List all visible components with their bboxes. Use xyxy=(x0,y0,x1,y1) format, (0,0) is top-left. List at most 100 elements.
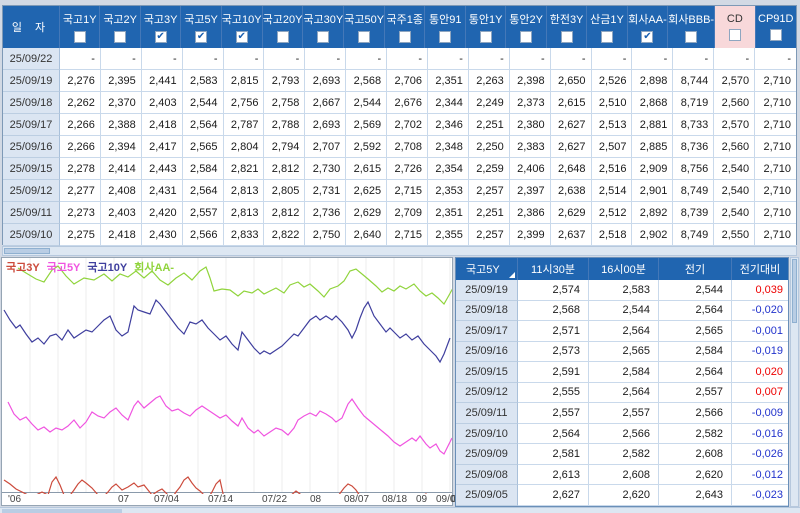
vscrollbar-thumb[interactable] xyxy=(792,259,797,323)
rate-cell: 2,544 xyxy=(346,92,388,114)
rate-cell: 2,693 xyxy=(305,70,347,92)
rate-cell: 2,564 xyxy=(182,114,224,136)
rate-cell: 2,403 xyxy=(141,92,183,114)
rate-cell: 2,418 xyxy=(100,224,142,246)
detail-row: 25/09/16 2,573 2,565 2,584 -0,019 xyxy=(456,341,788,363)
rate-cell: - xyxy=(182,48,224,70)
row-date: 25/09/15 xyxy=(3,158,60,180)
rate-cell: - xyxy=(141,48,183,70)
rates-table-hscrollbar[interactable] xyxy=(2,246,797,256)
rate-cell: 2,710 xyxy=(755,114,796,136)
rate-cell: 2,901 xyxy=(632,180,674,202)
column-checkbox[interactable]: ✔ xyxy=(235,31,248,43)
detail-header-국고5Y[interactable]: 국고5Y xyxy=(456,258,518,280)
column-checkbox[interactable] xyxy=(728,29,741,41)
rate-cell: 2,584 xyxy=(182,158,224,180)
rate-cell: 2,262 xyxy=(60,92,101,114)
column-header-국고1Y: 국고1Y xyxy=(60,6,101,48)
column-checkbox[interactable] xyxy=(358,31,371,43)
column-checkbox[interactable] xyxy=(685,31,698,43)
detail-date: 25/09/05 xyxy=(456,485,518,506)
rate-cell: 2,710 xyxy=(755,136,796,158)
table-row: 25/09/11 2,273 2,403 2,420 2,557 2,813 2,812 2,… xyxy=(3,202,796,224)
detail-row: 25/09/18 2,568 2,544 2,564 -0,020 xyxy=(456,300,788,322)
column-header-국고10Y: 국고10Y ✔ xyxy=(222,6,263,48)
column-checkbox[interactable] xyxy=(276,31,289,43)
column-checkbox[interactable] xyxy=(73,31,86,43)
rate-cell: 2,787 xyxy=(223,114,265,136)
sort-icon xyxy=(509,272,515,278)
rate-cell: 2,892 xyxy=(632,202,674,224)
x-tick-label: 09/05 xyxy=(436,494,462,505)
column-checkbox[interactable] xyxy=(479,31,492,43)
rate-cell: 2,278 xyxy=(60,158,101,180)
column-checkbox[interactable]: ✔ xyxy=(195,31,208,43)
column-checkbox[interactable] xyxy=(114,31,127,43)
detail-date: 25/09/12 xyxy=(456,382,518,404)
column-label: 국고1Y xyxy=(62,14,97,26)
column-label: 통안1Y xyxy=(468,14,503,26)
rate-cell: 2,629 xyxy=(346,202,388,224)
column-label: 회사AA- xyxy=(628,14,667,26)
hscrollbar-thumb[interactable] xyxy=(4,248,50,254)
column-checkbox[interactable] xyxy=(560,31,573,43)
detail-prev-value: 2,620 xyxy=(659,464,732,486)
rate-cell: 2,881 xyxy=(632,114,674,136)
legend-item-국고5Y: 국고5Y xyxy=(46,262,81,274)
column-checkbox[interactable] xyxy=(439,31,452,43)
column-checkbox[interactable] xyxy=(769,29,782,41)
rate-cell: 2,815 xyxy=(223,70,265,92)
column-label: CD xyxy=(726,13,743,25)
rate-cell: 2,443 xyxy=(141,158,183,180)
column-checkbox[interactable] xyxy=(601,31,613,43)
row-date: 25/09/22 xyxy=(3,48,60,70)
rates-table-header: 일 자 국고1Y 국고2Y 국고3Y ✔ 국고5Y ✔ 국고10Y ✔ 국고20Y 국고30Y 국고… xyxy=(3,6,796,48)
column-header-국고5Y: 국고5Y ✔ xyxy=(181,6,222,48)
x-tick-label: 07/04 xyxy=(154,494,180,505)
table-row: 25/09/18 2,262 2,370 2,403 2,544 2,756 2,758 2,… xyxy=(3,92,796,114)
bottom-hscrollbar-thumb[interactable] xyxy=(2,509,122,513)
rate-cell: 2,560 xyxy=(714,136,756,158)
table-row: 25/09/17 2,266 2,388 2,418 2,564 2,787 2,788 2,… xyxy=(3,114,796,136)
legend-item-국고10Y: 국고10Y xyxy=(87,262,128,274)
rate-cell: 8,756 xyxy=(673,158,715,180)
detail-1600-value: 2,620 xyxy=(589,485,659,506)
column-checkbox[interactable] xyxy=(398,31,411,43)
detail-1130-value: 2,564 xyxy=(518,423,589,445)
column-checkbox[interactable] xyxy=(317,31,330,43)
chart-x-axis: '06 07 07/04 07/14 07/22 08 08/07 08/18 09 09/05 0 xyxy=(2,494,461,506)
rate-cell: 2,277 xyxy=(60,180,101,202)
rate-cell: 2,380 xyxy=(509,114,551,136)
column-header-회사AA-: 회사AA- ✔ xyxy=(628,6,669,48)
rate-cell: 2,812 xyxy=(264,158,306,180)
column-header-국고3Y: 국고3Y ✔ xyxy=(141,6,182,48)
detail-1130-value: 2,571 xyxy=(518,321,589,342)
rate-cell: 2,526 xyxy=(591,70,633,92)
table-row: 25/09/16 2,266 2,394 2,417 2,565 2,804 2,794 2,… xyxy=(3,136,796,158)
bottom-hscrollbar[interactable] xyxy=(0,507,800,513)
column-checkbox[interactable] xyxy=(520,31,533,43)
rate-cell: 2,414 xyxy=(100,158,142,180)
rate-cell: 2,650 xyxy=(550,70,592,92)
rate-cell: 2,514 xyxy=(591,180,633,202)
chart-plot-area xyxy=(2,258,452,494)
rate-cell: 2,510 xyxy=(591,92,633,114)
column-header-국고20Y: 국고20Y xyxy=(263,6,304,48)
series-line-국고3Y xyxy=(3,475,427,494)
detail-prev-value: 2,544 xyxy=(659,280,732,301)
detail-change-value: -0,019 xyxy=(732,341,788,363)
series-line-국고10Y xyxy=(3,298,451,364)
detail-1600-value: 2,565 xyxy=(589,341,659,363)
column-checkbox[interactable]: ✔ xyxy=(154,31,167,43)
rate-cell: - xyxy=(305,48,347,70)
column-checkbox[interactable]: ✔ xyxy=(641,31,654,43)
detail-prev-value: 2,557 xyxy=(659,382,732,404)
rate-cell: - xyxy=(387,48,428,70)
rate-cell: 2,557 xyxy=(182,202,224,224)
rate-cell: 2,715 xyxy=(387,224,428,246)
rate-cell: 2,403 xyxy=(100,202,142,224)
rate-cell: 2,750 xyxy=(305,224,347,246)
detail-change-value: -0,012 xyxy=(732,464,788,486)
detail-table-vscrollbar[interactable] xyxy=(790,257,799,507)
rate-cell: 2,868 xyxy=(632,92,674,114)
